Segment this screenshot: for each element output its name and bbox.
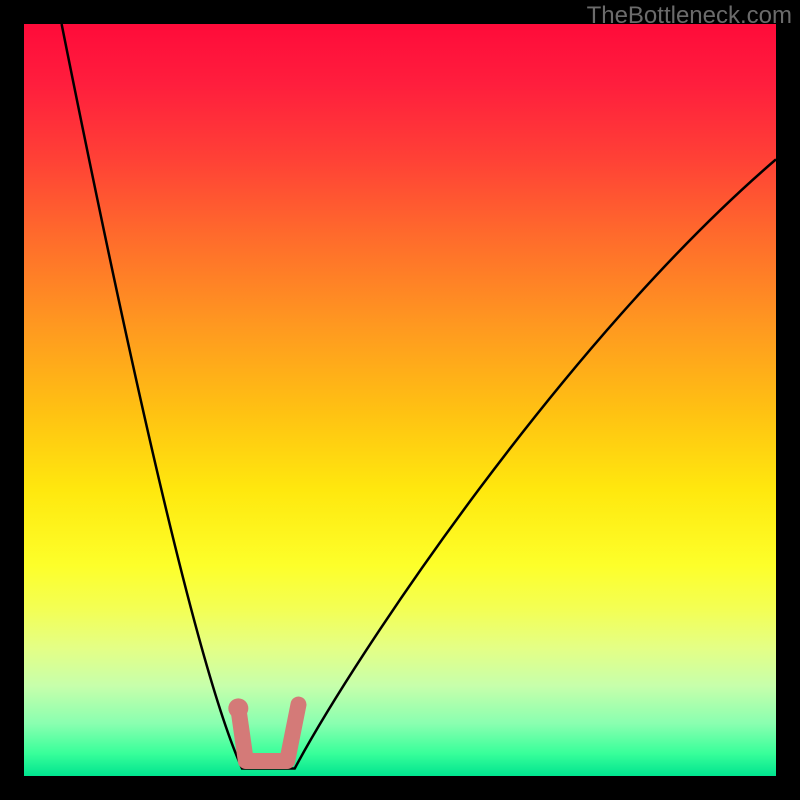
watermark-text: TheBottleneck.com [587, 2, 792, 30]
plot-area [24, 24, 776, 776]
optimum-marker [24, 24, 776, 776]
marker-u-path [238, 705, 298, 761]
